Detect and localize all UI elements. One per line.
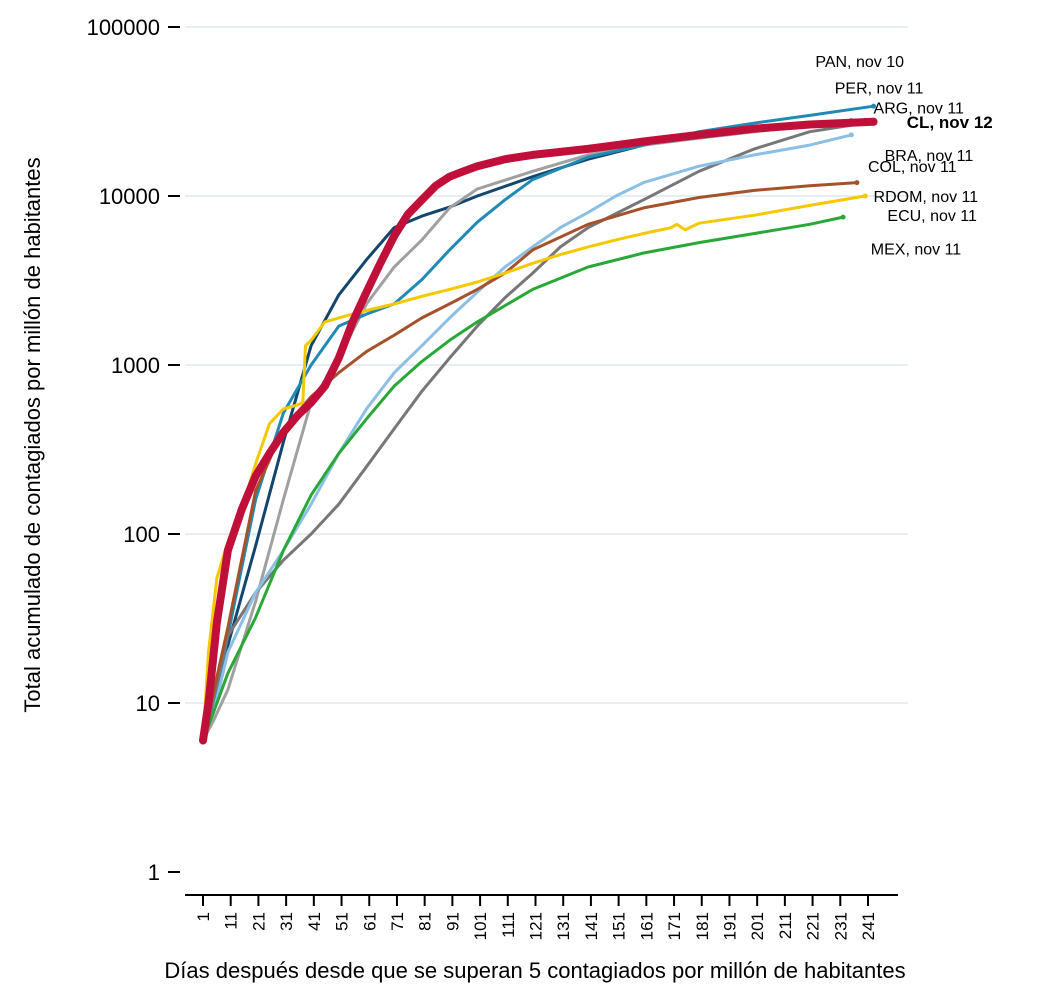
- x-tick-label: 41: [305, 912, 324, 931]
- x-tick-label: 211: [776, 912, 795, 939]
- x-tick-label: 81: [416, 912, 435, 931]
- x-tick-label: 241: [859, 912, 878, 940]
- series-end-label: COL, nov 11: [868, 159, 957, 176]
- y-axis: 1 10 100 1000 10000 100000: [87, 15, 180, 885]
- series-end-marker-4: [869, 117, 878, 126]
- series-end-label: BRA, nov 11: [885, 148, 974, 165]
- x-tick-label: 31: [277, 912, 296, 931]
- series-end-marker-8: [862, 193, 868, 199]
- x-tick-label: 91: [443, 912, 462, 931]
- series-end-label: MEX, nov 11: [871, 241, 962, 258]
- series-end-label: ARG, nov 11: [874, 100, 965, 117]
- series-line-8: [201, 194, 867, 742]
- x-tick-label: 151: [610, 912, 629, 940]
- series-line-6: [201, 133, 853, 742]
- series-layer: [199, 103, 878, 745]
- series-end-marker-6: [848, 132, 854, 138]
- x-tick-label: 11: [222, 912, 241, 930]
- series-line-9: [201, 215, 845, 742]
- x-tick-label: 161: [637, 912, 656, 940]
- x-tick-label: 51: [333, 912, 352, 931]
- x-tick-label: 21: [249, 912, 268, 931]
- series-line-4: [199, 117, 878, 745]
- series-line-7: [201, 181, 859, 742]
- x-tick-label: 221: [804, 912, 823, 940]
- x-tick-label: 171: [665, 912, 684, 940]
- series-end-label: CL, nov 12: [907, 113, 993, 132]
- y-tick-label: 100: [123, 522, 160, 547]
- series-end-label: PER, nov 11: [835, 80, 924, 97]
- y-tick-label: 10000: [99, 184, 160, 209]
- x-tick-label: 71: [388, 912, 407, 931]
- series-end-marker-3: [871, 103, 877, 109]
- x-tick-label: 141: [582, 912, 601, 940]
- x-tick-label: 201: [748, 912, 767, 940]
- series-end-label: PAN, nov 10: [815, 54, 904, 71]
- x-tick-label: 101: [471, 912, 490, 940]
- x-tick-label: 61: [360, 912, 379, 931]
- x-tick-label: 121: [527, 912, 546, 940]
- series-end-marker-7: [854, 180, 860, 186]
- series-end-marker-9: [840, 214, 846, 220]
- x-tick-label: 111: [499, 912, 518, 938]
- y-tick-label: 100000: [87, 15, 160, 40]
- x-tick-label: 1: [194, 912, 213, 921]
- x-axis-title: Días después desde que se superan 5 cont…: [164, 958, 905, 983]
- y-tick-label: 1000: [111, 353, 160, 378]
- x-tick-label: 191: [720, 912, 739, 940]
- series-line-5: [201, 121, 867, 742]
- series-end-label: ECU, nov 11: [887, 208, 977, 225]
- y-tick-label: 1: [148, 860, 160, 885]
- y-axis-title: Total acumulado de contagiados por milló…: [20, 157, 45, 712]
- x-axis: 1 11 21 31 41 51 61 71 81 91 101 111 121 131 141 151 161…: [185, 894, 898, 940]
- series-line-2: [201, 118, 853, 742]
- series-line-3: [201, 104, 875, 742]
- series-end-label: RDOM, nov 11: [874, 189, 979, 206]
- x-tick-label: 131: [554, 912, 573, 940]
- x-tick-label: 181: [693, 912, 712, 940]
- y-tick-label: 10: [136, 691, 160, 716]
- x-tick-label: 231: [831, 912, 850, 940]
